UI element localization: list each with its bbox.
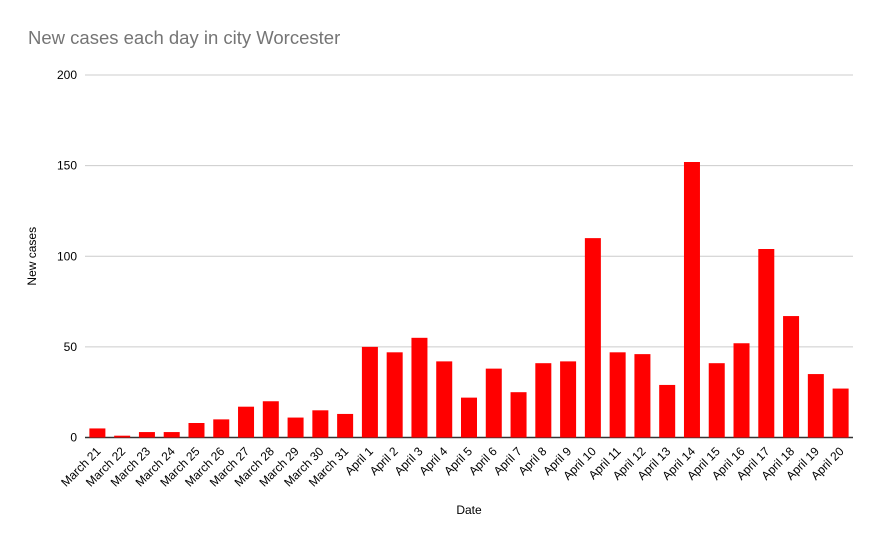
bar-march-25 [188, 423, 205, 438]
bar-april-8 [535, 363, 552, 438]
gridline-200 [85, 74, 853, 76]
bar-april-19 [807, 374, 824, 438]
bar-march-29 [287, 417, 304, 438]
bar-april-9 [560, 361, 577, 438]
gridline-50 [85, 346, 853, 348]
y-tick-label-0: 0 [70, 431, 77, 445]
bar-april-14 [683, 162, 700, 438]
bar-march-21 [89, 428, 106, 438]
bar-april-17 [758, 249, 775, 438]
y-tick-label-150: 150 [57, 159, 77, 173]
bar-march-22 [114, 435, 131, 438]
bar-april-10 [584, 238, 601, 438]
bar-april-18 [783, 316, 800, 438]
bar-april-13 [659, 384, 676, 438]
bar-april-16 [733, 343, 750, 438]
bar-march-31 [337, 413, 354, 438]
y-axis-title: New cases [25, 227, 39, 286]
y-tick-label-200: 200 [57, 68, 77, 82]
y-tick-label-100: 100 [57, 249, 77, 263]
bar-march-27 [238, 406, 255, 438]
bar-april-20 [832, 388, 849, 438]
bar-march-26 [213, 419, 230, 438]
x-axis-title: Date [456, 503, 482, 517]
chart-title: New cases each day in city Worcester [28, 27, 341, 48]
bar-april-15 [708, 363, 725, 438]
bar-april-5 [461, 397, 477, 438]
bar-april-7 [510, 392, 527, 438]
y-tick-label-50: 50 [64, 340, 78, 354]
gridline-100 [85, 255, 853, 257]
bar-april-6 [485, 368, 502, 438]
bar-march-23 [138, 432, 155, 438]
bar-march-24 [163, 432, 180, 438]
bar-april-11 [609, 352, 626, 438]
bar-april-4 [436, 361, 453, 438]
bar-march-28 [262, 401, 279, 438]
bar-april-3 [411, 337, 428, 438]
bar-april-1 [361, 346, 378, 438]
bar-april-12 [634, 354, 651, 438]
bar-march-30 [312, 410, 329, 438]
gridline-150 [85, 165, 853, 167]
bar-april-2 [386, 352, 403, 438]
